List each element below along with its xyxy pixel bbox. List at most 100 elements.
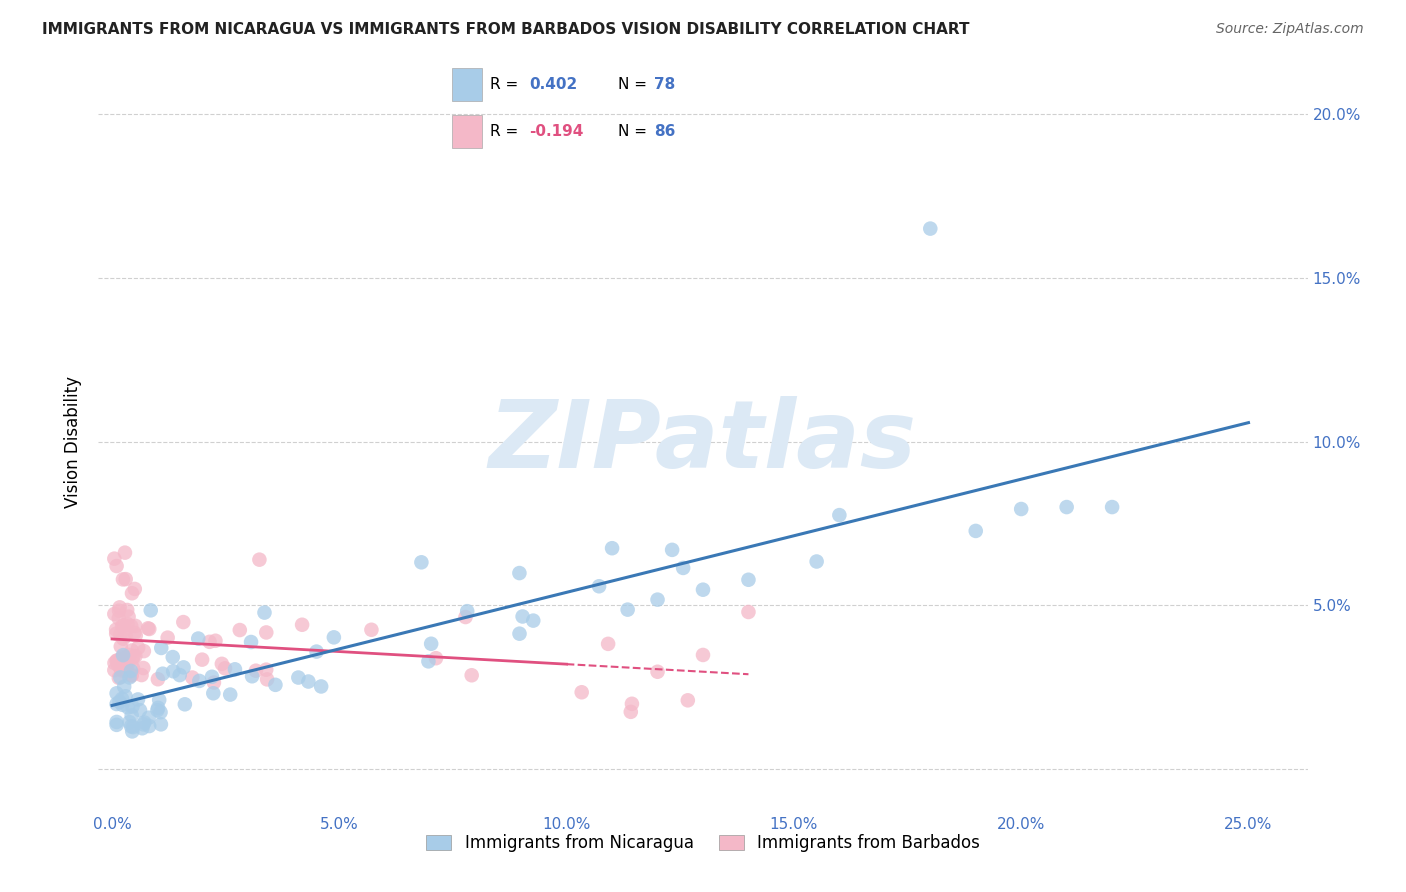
- Point: [173, 660, 195, 674]
- Point: [188, 673, 211, 688]
- Point: [187, 632, 209, 646]
- Text: 86: 86: [655, 124, 676, 139]
- Point: [249, 552, 271, 566]
- Point: [676, 693, 699, 707]
- Point: [107, 657, 129, 672]
- Point: [124, 649, 146, 664]
- Point: [672, 561, 695, 575]
- Point: [110, 627, 132, 641]
- Point: [112, 618, 135, 632]
- Point: [118, 648, 141, 662]
- Point: [121, 708, 143, 723]
- Point: [245, 664, 267, 678]
- Point: [508, 566, 530, 580]
- Point: [132, 644, 155, 658]
- Point: [254, 625, 277, 640]
- Point: [111, 573, 134, 587]
- Point: [118, 715, 141, 730]
- Point: [111, 650, 134, 665]
- Point: [136, 621, 159, 635]
- Point: [121, 668, 143, 682]
- Point: [240, 635, 263, 649]
- Text: IMMIGRANTS FROM NICARAGUA VS IMMIGRANTS FROM BARBADOS VISION DISABILITY CORRELAT: IMMIGRANTS FROM NICARAGUA VS IMMIGRANTS …: [42, 22, 970, 37]
- Point: [115, 658, 138, 673]
- Point: [138, 719, 160, 733]
- Point: [828, 508, 851, 522]
- Point: [588, 579, 610, 593]
- Point: [110, 663, 132, 677]
- Point: [204, 633, 226, 648]
- Point: [162, 650, 184, 665]
- Point: [107, 611, 129, 625]
- Point: [131, 668, 153, 682]
- Point: [108, 695, 131, 709]
- Legend: Immigrants from Nicaragua, Immigrants from Barbados: Immigrants from Nicaragua, Immigrants fr…: [419, 828, 987, 859]
- Point: [105, 654, 128, 668]
- Point: [512, 609, 534, 624]
- Point: [132, 717, 155, 731]
- Text: N =: N =: [619, 124, 652, 139]
- Point: [121, 699, 143, 714]
- Point: [115, 650, 138, 665]
- Point: [156, 631, 179, 645]
- Point: [692, 648, 714, 662]
- Point: [110, 640, 132, 654]
- Point: [114, 659, 136, 673]
- Point: [522, 614, 544, 628]
- Point: [287, 671, 309, 685]
- Text: 0.402: 0.402: [529, 77, 578, 92]
- Point: [121, 652, 143, 666]
- Point: [122, 661, 145, 675]
- Point: [202, 686, 225, 700]
- Point: [121, 668, 143, 682]
- Point: [121, 643, 143, 657]
- Point: [201, 670, 224, 684]
- Point: [127, 692, 149, 706]
- Point: [420, 637, 443, 651]
- Point: [146, 672, 169, 686]
- Point: [737, 605, 759, 619]
- Point: [661, 542, 683, 557]
- Point: [114, 572, 136, 586]
- Point: [127, 640, 149, 655]
- Point: [149, 717, 172, 731]
- Point: [110, 652, 132, 666]
- Point: [103, 656, 125, 670]
- Text: -0.194: -0.194: [529, 124, 583, 139]
- Point: [1010, 502, 1032, 516]
- Point: [108, 671, 131, 685]
- Point: [105, 626, 128, 640]
- Point: [138, 711, 160, 725]
- Point: [181, 671, 204, 685]
- Point: [103, 551, 125, 566]
- Point: [297, 674, 319, 689]
- Point: [110, 670, 132, 684]
- Text: R =: R =: [489, 77, 523, 92]
- Point: [112, 632, 135, 646]
- Point: [111, 619, 134, 633]
- Point: [191, 653, 214, 667]
- Point: [117, 609, 139, 624]
- Point: [256, 673, 278, 687]
- Point: [105, 714, 128, 729]
- Point: [105, 623, 128, 637]
- Point: [219, 688, 242, 702]
- Point: [291, 617, 314, 632]
- Point: [806, 554, 828, 568]
- Point: [253, 606, 276, 620]
- Point: [1056, 500, 1078, 514]
- Point: [114, 546, 136, 560]
- Text: 78: 78: [655, 77, 676, 92]
- Point: [692, 582, 714, 597]
- Point: [103, 607, 125, 621]
- Point: [120, 719, 142, 733]
- Point: [1101, 500, 1123, 514]
- Point: [169, 668, 191, 682]
- Point: [240, 669, 263, 683]
- Point: [114, 629, 136, 643]
- Point: [598, 637, 620, 651]
- Point: [965, 524, 987, 538]
- Point: [198, 635, 221, 649]
- Point: [108, 604, 131, 618]
- Text: ZIPatlas: ZIPatlas: [489, 395, 917, 488]
